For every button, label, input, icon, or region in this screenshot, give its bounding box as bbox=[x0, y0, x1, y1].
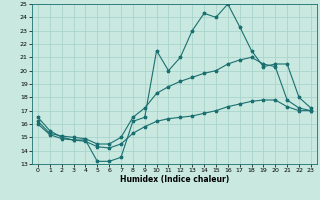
X-axis label: Humidex (Indice chaleur): Humidex (Indice chaleur) bbox=[120, 175, 229, 184]
